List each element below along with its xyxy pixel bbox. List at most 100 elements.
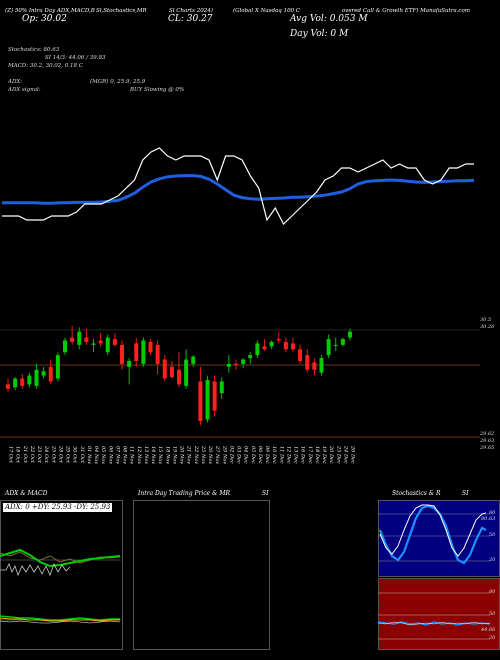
- candle-body: [148, 341, 153, 353]
- date-tick-label: 13 Dec: [293, 446, 299, 464]
- candle-body: [84, 337, 89, 342]
- price-axis-top-a: 30.5: [480, 317, 492, 323]
- adx-mgr-text: (MGR) 0, 25.9, 25.9: [90, 79, 146, 85]
- candle-body: [276, 339, 281, 341]
- date-tick-label: 11 Dec: [278, 446, 284, 464]
- date-tick-label: 18 Oct: [15, 446, 21, 464]
- date-tick-label: 15 Nov: [157, 446, 163, 464]
- date-tick-label: 24 Oct: [43, 445, 49, 464]
- candle-body: [162, 359, 167, 379]
- date-tick-label: 06 Dec: [257, 446, 263, 464]
- candle-body: [98, 340, 103, 344]
- stochastics-text: Stochastics: 80.63: [8, 47, 60, 53]
- candle-body: [255, 343, 260, 356]
- candle-body: [340, 339, 345, 345]
- adx-panel: [0, 500, 123, 650]
- macd-line: [0, 615, 120, 621]
- candle-body: [333, 344, 338, 346]
- rsi-signal-line: [377, 621, 491, 626]
- adx-values: ADX: 0 +DY: 25.93 -DY: 25.93: [3, 503, 113, 512]
- candle-body: [319, 358, 324, 373]
- date-tick-label: 02 Dec: [228, 446, 234, 464]
- date-tick-label: 21 Nov: [186, 445, 192, 464]
- rsi-level-50: 50: [489, 611, 496, 617]
- date-tick-label: 21 Oct: [22, 445, 28, 464]
- adx-signal-label: ADX signal:: [8, 87, 41, 93]
- date-tick-label: 17 Oct: [8, 446, 14, 464]
- stoch-level-50: 50: [489, 532, 496, 538]
- main-chart: 17 Oct 18 Oct 21 Oct 22 Oct 23 Oct 24 Oct 25 O…: [0, 147, 480, 464]
- date-tick-label: 18 Nov: [164, 446, 170, 464]
- intra-panel-title: Intra Day Trading Price & MR: [138, 490, 231, 497]
- price-axis-bottom-b: 29.63: [480, 438, 495, 444]
- candle-body: [91, 343, 96, 345]
- candle-body: [205, 380, 210, 420]
- adx-label: ADX:: [8, 79, 23, 85]
- date-tick-label: 19 Dec: [321, 446, 327, 464]
- candle-body: [234, 363, 238, 366]
- date-tick-label: 26 Dec: [350, 445, 356, 464]
- date-tick-label: 18 Dec: [314, 446, 320, 464]
- rsi-line: [377, 621, 491, 626]
- candle-body: [248, 355, 253, 359]
- candle-body: [312, 362, 317, 370]
- candle-body: [134, 343, 139, 361]
- candle-body: [298, 349, 303, 361]
- date-tick-label: 01 Nov: [86, 446, 92, 464]
- date-tick-label: 03 Dec: [236, 446, 242, 464]
- date-tick-label: 16 Dec: [300, 446, 306, 464]
- date-tick-label: 11 Nov: [129, 446, 135, 464]
- date-tick-label: 06 Nov: [107, 446, 113, 464]
- header-seg1: (Z) 50% Intra Day ADX,MACD,B: [5, 8, 95, 14]
- stoch-panel-si: SI: [462, 490, 469, 497]
- candle-body: [226, 363, 231, 367]
- candle-body: [326, 339, 331, 356]
- candle-body: [55, 355, 60, 379]
- day-volume: Day Vol: 0 M: [290, 29, 349, 39]
- date-tick-label: 27 Nov: [214, 445, 220, 464]
- date-tick-label: 22 Nov: [193, 445, 199, 464]
- date-tick-label: 25 Oct: [50, 445, 56, 464]
- date-tick-label: 25 Nov: [200, 445, 206, 464]
- candle-body: [34, 369, 39, 386]
- date-tick-label: 20 Dec: [328, 445, 334, 464]
- buy-signal-text: BUY Slowing @ 0%: [130, 87, 185, 93]
- stoch-panel-title: Stochastics & R: [392, 490, 441, 497]
- avg-volume: Avg Vol: 0.053 M: [290, 14, 368, 24]
- rsi-level-20: 20: [489, 635, 496, 641]
- date-tick-label: 14 Nov: [150, 446, 156, 464]
- header-seg2: Sl,Stochastics,MR: [96, 8, 147, 14]
- stoch-d-line: [378, 504, 487, 565]
- date-tick-label: 26 Nov: [207, 445, 213, 464]
- candle-body: [27, 375, 32, 385]
- candle-body: [241, 359, 246, 364]
- candle-body: [269, 341, 274, 347]
- candle-body: [70, 337, 75, 342]
- stoch-k-line: [379, 504, 487, 557]
- stoch-level-80: 80: [489, 510, 496, 516]
- candle-body: [262, 346, 267, 350]
- candle-body: [77, 331, 82, 345]
- stoch-level-20: 20: [489, 557, 496, 563]
- date-tick-label: 19 Nov: [171, 446, 177, 464]
- price-line: [2, 147, 474, 225]
- candle-body: [120, 344, 124, 364]
- si-text: SI 14/3: 44.06 / 39.83: [45, 55, 106, 61]
- candle-body: [105, 337, 110, 353]
- candle-body: [141, 340, 146, 364]
- candle-body: [212, 381, 217, 411]
- date-tick-label: 05 Nov: [100, 446, 106, 464]
- candle-body: [169, 366, 174, 378]
- date-tick-label: 23 Dec: [335, 445, 341, 464]
- candle-body: [41, 371, 46, 376]
- candle-body: [6, 384, 10, 389]
- stoch-value: 80.63: [481, 516, 496, 522]
- candle-body: [184, 359, 189, 386]
- candle-body: [348, 331, 352, 338]
- candle-body: [191, 356, 196, 364]
- date-tick-label: 24 Dec: [342, 445, 348, 464]
- candle-body: [291, 343, 295, 350]
- candle-body: [283, 341, 288, 350]
- date-tick-label: 28 Oct: [57, 445, 63, 464]
- intra-panel-si: SI: [262, 490, 269, 497]
